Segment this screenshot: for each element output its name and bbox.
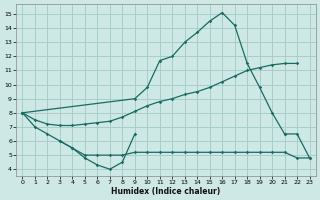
X-axis label: Humidex (Indice chaleur): Humidex (Indice chaleur)	[111, 187, 221, 196]
